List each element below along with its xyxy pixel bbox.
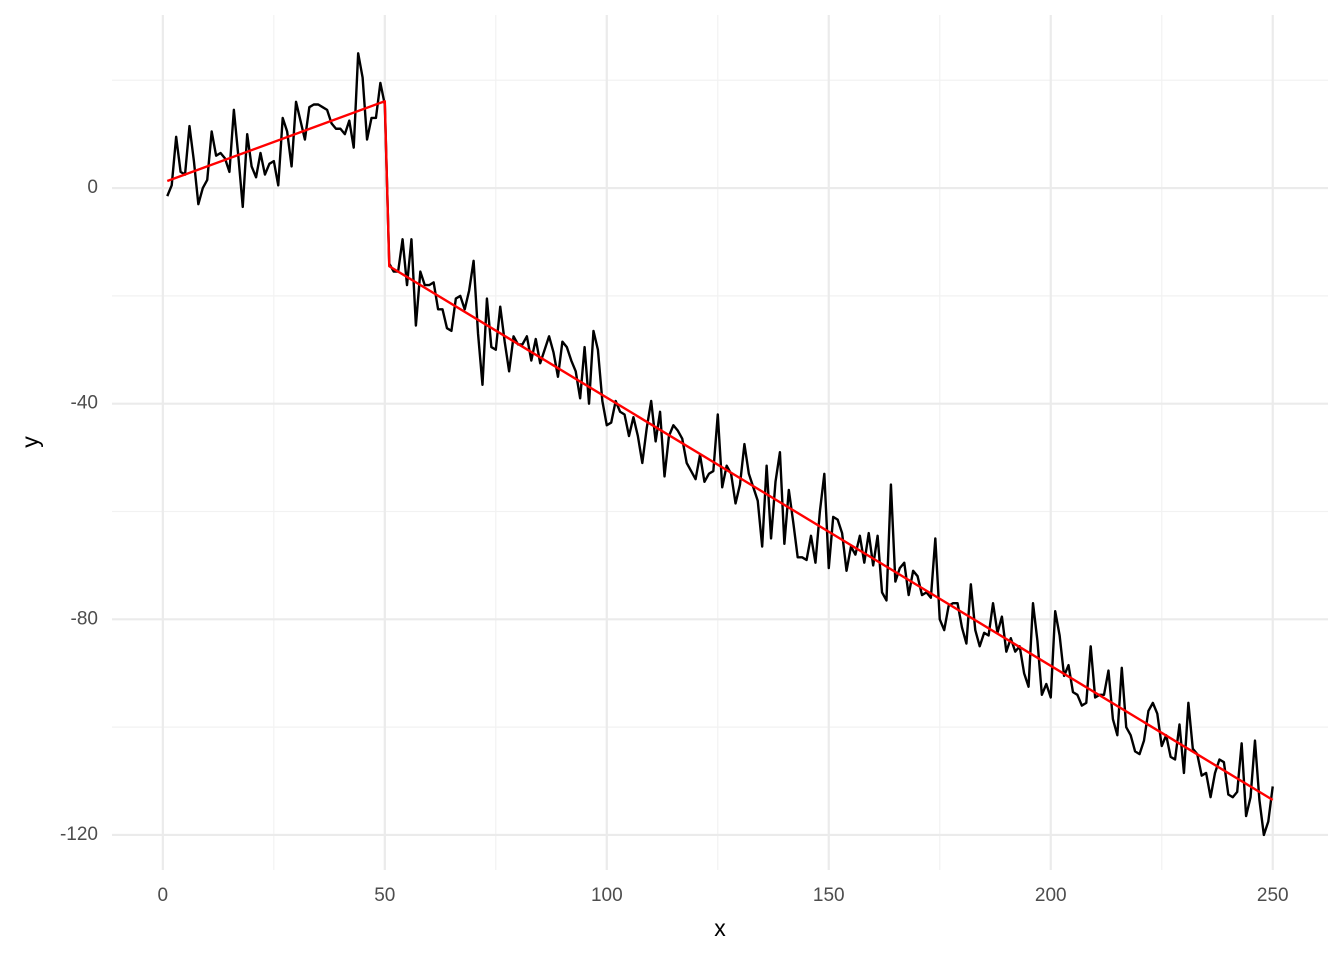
y-axis-title: y — [17, 436, 43, 448]
data-line — [166, 52, 1274, 837]
data-line — [166, 100, 1274, 801]
y-tick-label: -80 — [71, 608, 98, 629]
x-axis-title: x — [714, 915, 726, 941]
y-tick-label: -120 — [60, 824, 98, 845]
x-tick-label: 150 — [813, 885, 845, 906]
x-tick-label: 200 — [1035, 885, 1067, 906]
x-tick-label: 100 — [591, 885, 623, 906]
x-tick-label: 250 — [1257, 885, 1289, 906]
y-tick-label: -40 — [71, 393, 98, 414]
x-tick-label: 0 — [158, 885, 169, 906]
y-tick-label: 0 — [87, 177, 98, 198]
x-tick-label: 50 — [374, 885, 395, 906]
